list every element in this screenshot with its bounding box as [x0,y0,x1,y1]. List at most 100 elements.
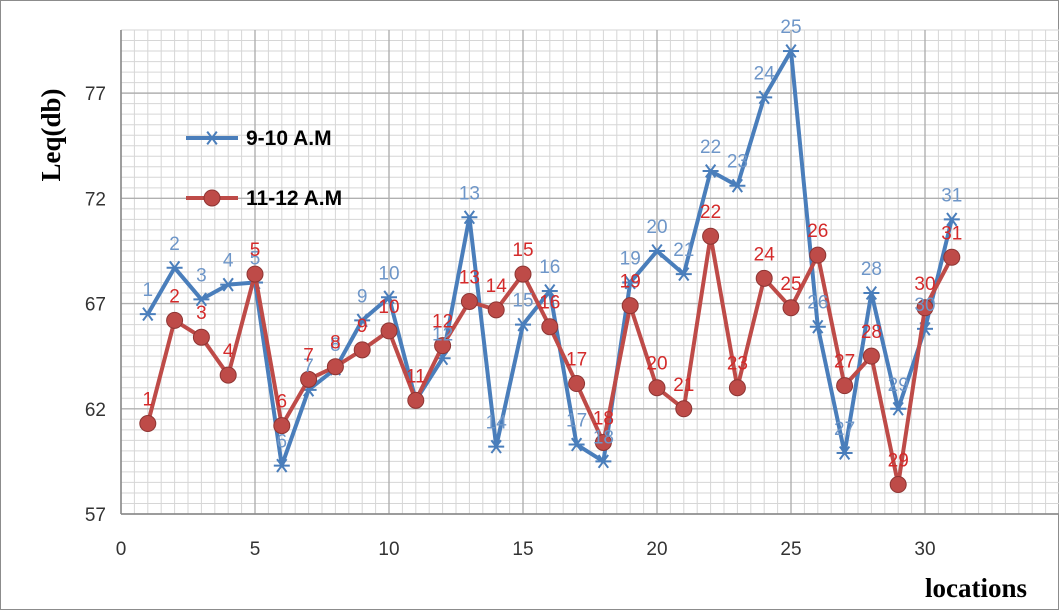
data-point-series-1 [273,458,290,473]
data-point-series-2 [836,377,854,395]
data-point-series-2 [862,347,880,365]
marker-stroke [544,283,556,298]
data-point-series-2 [755,269,773,287]
marker-stroke [195,292,207,307]
data-point-series-2 [782,299,800,317]
x-tick-label: 25 [780,539,801,560]
data-point-series-1 [166,260,183,275]
data-label-series-1: 15 [512,291,533,312]
legend: 9-10 A.M 11-12 A.M [186,127,342,210]
x-tick-label: 15 [512,539,533,560]
marker-stroke [169,260,181,275]
data-point-series-2 [648,379,666,397]
data-label-series-2: 14 [486,276,508,297]
data-point-series-2 [460,292,478,310]
data-point-series-1 [943,212,960,227]
y-axis-label: Leq(db) [36,88,66,181]
data-point-series-2 [702,227,720,245]
data-label-series-2: 18 [593,408,614,429]
data-label-series-1: 27 [834,419,855,440]
data-label-series-2: 27 [834,352,855,373]
marker-stroke [463,210,476,225]
marker-stroke [222,277,234,292]
legend-entry-series-1: 9-10 A.M [186,127,332,150]
data-label-series-1: 28 [861,259,882,280]
data-label-series-2: 13 [459,267,480,288]
data-point-series-1 [863,286,880,301]
marker-stroke [838,445,851,460]
data-point-series-2 [380,322,398,340]
data-point-series-1 [193,292,210,307]
data-label-series-1: 10 [378,263,399,284]
data-point-series-2 [353,341,371,359]
data-label-series-1: 14 [486,413,508,434]
data-point-series-2 [139,415,157,433]
data-point-series-1 [836,445,853,460]
data-label-series-2: 19 [620,272,641,293]
data-label-series-2: 23 [727,354,748,375]
marker-stroke [758,90,770,105]
data-point-series-2 [541,318,559,336]
data-label-series-1: 21 [673,240,694,261]
y-tick-label: 72 [85,189,106,210]
data-label-series-1: 29 [888,375,909,396]
data-label-series-2: 30 [914,274,935,295]
marker-stroke [704,163,717,178]
data-label-series-2: 1 [143,390,154,411]
data-point-series-1 [220,277,237,292]
data-point-series-1 [756,90,773,105]
data-point-series-1 [515,317,531,332]
data-label-series-1: 18 [593,427,614,448]
marker-stroke [651,243,663,258]
legend-marker-series-1 [204,131,220,145]
x-tick-label: 10 [378,539,399,560]
data-label-series-2: 28 [861,322,882,343]
marker-stroke [142,307,154,322]
data-label-series-2: 15 [512,240,533,261]
data-label-series-2: 3 [196,303,207,324]
x-tick-label: 20 [646,539,667,560]
data-point-series-1 [461,210,478,225]
data-label-series-1: 11 [406,366,426,387]
data-label-series-2: 16 [539,293,560,314]
data-point-series-2 [943,248,961,266]
data-label-series-2: 29 [888,451,909,472]
data-label-series-2: 22 [700,202,721,223]
data-label-series-1: 25 [780,17,801,38]
data-point-series-1 [675,267,692,282]
data-label-series-1: 2 [169,234,180,255]
data-label-series-2: 4 [223,341,234,362]
marker-stroke [731,178,744,193]
y-tick-label: 57 [85,505,106,526]
data-label-series-1: 31 [941,185,962,206]
data-point-series-2 [407,391,425,409]
x-tick-label: 0 [116,539,127,560]
data-label-series-1: 9 [357,286,368,307]
legend-entry-series-2: 11-12 A.M [186,187,342,210]
data-point-series-2 [246,265,264,283]
marker-stroke [206,131,218,145]
data-label-series-2: 8 [330,333,341,354]
legend-label-series-2: 11-12 A.M [246,187,342,210]
data-label-series-1: 12 [432,324,453,345]
legend-label-series-1: 9-10 A.M [246,127,332,150]
marker-stroke [946,212,958,227]
data-label-series-2: 10 [378,297,399,318]
data-label-series-2: 2 [169,286,180,307]
data-point-series-1 [809,319,826,334]
x-tick-label: 30 [914,539,935,560]
data-point-series-2 [219,366,237,384]
data-label-series-2: 6 [277,392,288,413]
data-label-series-2: 12 [432,312,453,333]
marker-stroke [865,286,878,301]
data-label-series-1: 22 [700,137,721,158]
data-point-series-1 [622,275,639,290]
data-label-series-1: 26 [807,293,828,314]
data-point-series-2 [514,265,532,283]
data-point-series-2 [728,379,746,397]
data-label-series-1: 7 [303,356,314,377]
data-label-series-2: 11 [406,366,426,387]
data-label-series-1: 3 [196,265,207,286]
